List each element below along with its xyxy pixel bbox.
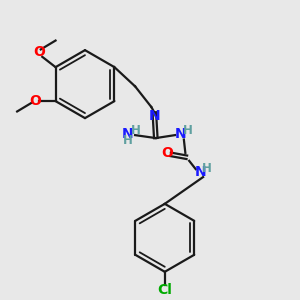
Text: N: N <box>122 127 134 141</box>
Text: H: H <box>202 162 212 175</box>
Text: O: O <box>33 45 45 59</box>
Text: O: O <box>161 146 173 161</box>
Text: H: H <box>131 124 141 136</box>
Text: N: N <box>194 165 206 179</box>
Text: H: H <box>122 134 132 147</box>
Text: Cl: Cl <box>157 283 172 297</box>
Text: H: H <box>182 124 192 136</box>
Text: N: N <box>175 127 187 141</box>
Text: O: O <box>29 94 41 108</box>
Text: N: N <box>149 109 161 123</box>
